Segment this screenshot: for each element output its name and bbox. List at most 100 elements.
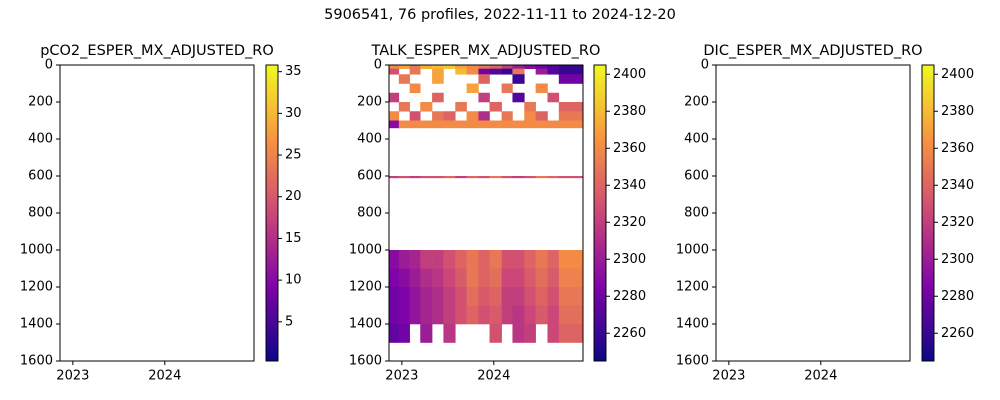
heatmap-cell bbox=[547, 65, 560, 69]
heatmap-cell bbox=[420, 102, 433, 112]
colorbar bbox=[593, 64, 607, 362]
heatmap-cell bbox=[455, 268, 467, 288]
heatmap-cell bbox=[535, 65, 548, 69]
y-tick-label: 1000 bbox=[676, 243, 709, 258]
heatmap-cell bbox=[455, 250, 467, 269]
heatmap-cell bbox=[420, 176, 433, 179]
heatmap-cell bbox=[466, 287, 479, 306]
y-tick-label: 1000 bbox=[349, 243, 382, 258]
heatmap-cell bbox=[478, 176, 490, 179]
heatmap-cell bbox=[398, 74, 410, 84]
heatmap-cell bbox=[547, 68, 560, 75]
heatmap-cell bbox=[389, 92, 400, 103]
heatmap-cell bbox=[512, 324, 525, 343]
heatmap-cell bbox=[432, 305, 444, 325]
heatmap-cell bbox=[420, 268, 433, 288]
heatmap-cell bbox=[535, 305, 548, 325]
heatmap-cell bbox=[501, 287, 513, 306]
heatmap-cell bbox=[389, 287, 400, 306]
x-tick-label: 2024 bbox=[148, 369, 181, 384]
y-tick-label: 1600 bbox=[676, 354, 709, 369]
y-tick-label: 200 bbox=[684, 95, 709, 110]
heatmap-cell bbox=[547, 176, 560, 179]
x-tick-label: 2023 bbox=[712, 369, 745, 384]
heatmap-cell bbox=[432, 120, 444, 129]
heatmap-cell bbox=[558, 287, 584, 306]
heatmap-cell bbox=[489, 268, 502, 288]
y-tick-label: 400 bbox=[28, 132, 53, 147]
y-tick-label: 600 bbox=[357, 169, 382, 184]
heatmap-cell bbox=[512, 268, 525, 288]
heatmap-cell bbox=[466, 268, 479, 288]
heatmap-cell bbox=[420, 305, 433, 325]
colorbar-tick-label: 2300 bbox=[941, 252, 974, 267]
heatmap-cell bbox=[547, 324, 560, 343]
heatmap-cell bbox=[443, 250, 456, 269]
heatmap-cell bbox=[389, 324, 400, 343]
heatmap-cell bbox=[443, 324, 456, 343]
heatmap-cell bbox=[420, 120, 433, 129]
heatmap-cell bbox=[512, 176, 525, 179]
panel-title: TALK_ESPER_MX_ADJUSTED_RO bbox=[371, 43, 601, 59]
heatmap-cell bbox=[547, 305, 560, 325]
heatmap-cell bbox=[524, 305, 536, 325]
colorbar-tick-label: 2400 bbox=[613, 67, 646, 82]
y-tick-label: 200 bbox=[357, 95, 382, 110]
heatmap-cell bbox=[455, 120, 467, 129]
heatmap-cell bbox=[398, 65, 410, 69]
heatmap-cell bbox=[512, 305, 525, 325]
colorbar bbox=[921, 64, 935, 362]
colorbar-tick-label: 2260 bbox=[941, 326, 974, 341]
y-tick-label: 400 bbox=[684, 132, 709, 147]
y-tick-label: 200 bbox=[28, 95, 53, 110]
heatmap-cell bbox=[501, 111, 513, 121]
heatmap-cell bbox=[443, 111, 456, 121]
heatmap-cell bbox=[512, 250, 525, 269]
heatmap-cell bbox=[409, 111, 421, 121]
heatmap-cell bbox=[389, 176, 400, 179]
heatmap-cell bbox=[466, 111, 479, 121]
heatmap-cell bbox=[512, 92, 525, 103]
heatmap-cell bbox=[558, 74, 584, 84]
x-tick-label: 2024 bbox=[804, 369, 837, 384]
y-tick-label: 800 bbox=[684, 206, 709, 221]
colorbar-tick-label: 10 bbox=[285, 273, 302, 288]
heatmap-cell bbox=[420, 287, 433, 306]
heatmap-cell bbox=[389, 111, 400, 121]
heatmap-cell bbox=[398, 250, 410, 269]
heatmap-cell bbox=[409, 83, 421, 94]
heatmap-cell bbox=[547, 92, 560, 103]
colorbar-tick-label: 2380 bbox=[613, 104, 646, 119]
heatmap-cell bbox=[501, 305, 513, 325]
x-tick-label: 2023 bbox=[56, 369, 89, 384]
y-tick-label: 1200 bbox=[676, 280, 709, 295]
heatmap-cell bbox=[558, 305, 584, 325]
heatmap-cell bbox=[512, 65, 525, 69]
heatmap-cell bbox=[478, 120, 490, 129]
heatmap-cell bbox=[455, 287, 467, 306]
heatmap-cell bbox=[501, 250, 513, 269]
heatmap-cell bbox=[432, 74, 444, 84]
heatmap-cell bbox=[489, 250, 502, 269]
heatmap-cell bbox=[524, 176, 536, 179]
colorbar bbox=[265, 64, 279, 362]
heatmap-cell bbox=[547, 250, 560, 269]
heatmap-cell bbox=[501, 176, 513, 179]
heatmap-cell bbox=[432, 287, 444, 306]
heatmap-cell bbox=[478, 92, 490, 103]
y-tick-label: 1200 bbox=[20, 280, 53, 295]
axes-frame bbox=[715, 64, 911, 362]
heatmap-cell bbox=[409, 120, 421, 129]
heatmap-cell bbox=[466, 68, 479, 75]
y-tick-label: 400 bbox=[357, 132, 382, 147]
colorbar-tick-label: 2320 bbox=[613, 215, 646, 230]
heatmap-cell bbox=[524, 102, 536, 112]
heatmap-cell bbox=[455, 176, 467, 179]
y-tick-label: 0 bbox=[374, 58, 382, 73]
heatmap-cell bbox=[420, 324, 433, 343]
y-tick-label: 1200 bbox=[349, 280, 382, 295]
heatmap-cell bbox=[443, 268, 456, 288]
colorbar-tick-label: 2280 bbox=[613, 289, 646, 304]
colorbar-tick-label: 15 bbox=[285, 231, 302, 246]
heatmap-cell bbox=[432, 111, 444, 121]
